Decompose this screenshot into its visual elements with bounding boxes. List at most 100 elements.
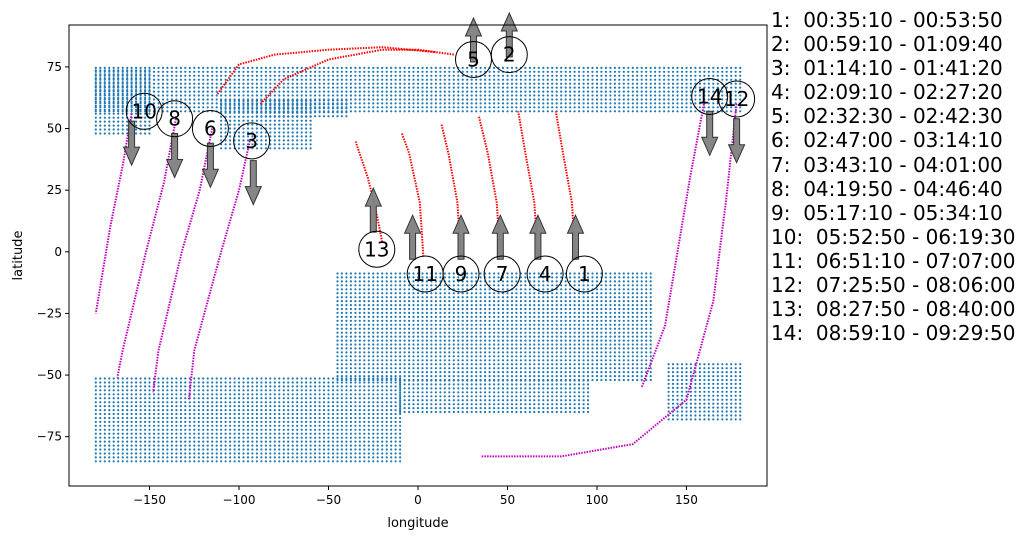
land-point	[399, 375, 402, 378]
land-point	[358, 288, 361, 291]
land-point	[457, 78, 460, 81]
land-point	[676, 86, 679, 89]
land-point	[515, 106, 518, 109]
land-point	[542, 331, 545, 334]
land-point	[578, 304, 581, 307]
land-point	[470, 407, 473, 410]
land-point	[148, 89, 151, 92]
land-point	[493, 359, 496, 362]
land-point	[555, 296, 558, 299]
land-point	[707, 98, 710, 101]
land-point	[220, 74, 223, 77]
land-point	[488, 371, 491, 374]
land-point	[600, 66, 603, 69]
land-point	[211, 70, 214, 73]
land-point	[524, 86, 527, 89]
land-point	[595, 74, 599, 77]
land-point	[573, 307, 576, 311]
land-point	[604, 311, 608, 314]
land-point	[537, 383, 540, 386]
land-point	[376, 311, 379, 314]
land-point	[408, 98, 411, 101]
land-point	[376, 319, 379, 322]
land-point	[546, 307, 549, 311]
land-point	[399, 272, 402, 275]
land-point	[175, 106, 178, 109]
land-point	[148, 120, 151, 123]
land-point	[470, 391, 473, 394]
land-point	[144, 132, 147, 135]
land-point	[600, 339, 603, 342]
land-point	[501, 311, 505, 314]
land-point	[394, 66, 397, 69]
land-point	[421, 296, 424, 299]
land-point	[251, 127, 254, 130]
land-point	[533, 399, 536, 402]
land-point	[739, 102, 742, 105]
land-point	[479, 359, 482, 362]
land-point	[403, 335, 406, 338]
land-point	[179, 106, 182, 109]
land-point	[703, 94, 706, 97]
land-point	[573, 82, 576, 85]
land-point	[457, 288, 460, 291]
land-point	[376, 371, 379, 374]
land-point	[135, 116, 138, 119]
land-point	[144, 428, 147, 431]
land-point	[533, 335, 536, 338]
land-point	[345, 272, 348, 275]
land-point	[394, 371, 397, 374]
land-point	[600, 307, 603, 311]
land-point	[528, 407, 532, 410]
land-point	[560, 288, 563, 291]
land-point	[372, 339, 375, 342]
land-point	[224, 147, 227, 150]
land-point	[680, 106, 684, 109]
land-point	[318, 86, 321, 89]
land-point	[515, 98, 518, 101]
land-point	[421, 307, 424, 311]
land-point	[475, 276, 478, 279]
land-point	[305, 135, 308, 138]
land-point	[412, 276, 415, 279]
land-point	[175, 94, 178, 97]
land-point	[448, 355, 451, 358]
land-point	[188, 98, 191, 101]
land-point	[457, 74, 460, 77]
land-point	[94, 428, 97, 431]
land-point	[519, 399, 523, 402]
land-point	[439, 391, 442, 394]
land-point	[452, 78, 455, 81]
land-point	[618, 110, 621, 113]
land-point	[452, 110, 455, 113]
land-point	[242, 127, 245, 130]
land-point	[493, 363, 496, 366]
land-point	[685, 94, 688, 97]
land-point	[600, 296, 603, 299]
land-point	[475, 102, 478, 105]
land-point	[631, 106, 634, 109]
land-point	[197, 86, 200, 89]
land-point	[394, 300, 397, 303]
land-point	[493, 395, 496, 398]
land-point	[99, 77, 102, 80]
land-point	[560, 319, 563, 322]
land-point	[533, 66, 536, 69]
land-point	[542, 359, 545, 362]
land-point	[542, 272, 545, 275]
land-point	[645, 311, 648, 314]
land-point	[600, 363, 603, 366]
land-point	[260, 111, 263, 114]
land-point	[600, 304, 603, 307]
land-point	[528, 395, 532, 398]
land-point	[573, 284, 576, 287]
land-point	[421, 300, 424, 303]
land-point	[425, 304, 428, 307]
land-point	[399, 407, 402, 410]
land-point	[318, 82, 321, 85]
land-point	[640, 347, 643, 350]
land-point	[586, 304, 590, 307]
land-point	[524, 363, 527, 366]
land-point	[251, 70, 254, 73]
land-point	[515, 355, 518, 358]
